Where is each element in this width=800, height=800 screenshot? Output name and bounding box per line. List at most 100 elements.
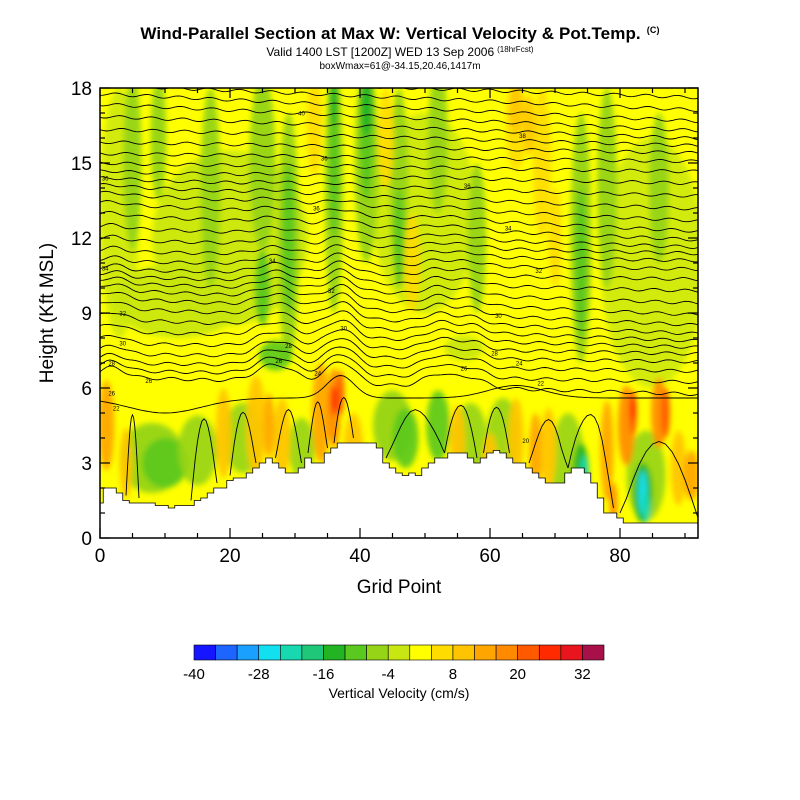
isentrope-label: 30 <box>119 342 126 348</box>
y-tick-label: 0 <box>81 529 92 550</box>
isentrope-line <box>100 361 698 396</box>
near-terrain-contour <box>125 413 140 499</box>
velocity-region <box>600 400 614 501</box>
near-terrain-contour <box>444 404 478 459</box>
y-tick-label: 6 <box>81 379 92 400</box>
isentrope-line <box>100 151 698 164</box>
velocity-region <box>336 370 345 416</box>
colorbar-swatch <box>387 644 411 661</box>
isentrope-label: 22 <box>113 407 120 413</box>
velocity-region <box>428 88 448 213</box>
isentrope-line <box>100 275 698 305</box>
isentrope-line <box>100 223 698 249</box>
velocity-region <box>642 493 650 523</box>
near-terrain-contour <box>385 409 445 459</box>
potential-temperature-contours <box>100 62 698 414</box>
velocity-region <box>392 408 419 468</box>
isentrope-line <box>100 234 698 256</box>
near-terrain-contour <box>307 401 328 454</box>
y-tick-label: 18 <box>71 79 92 100</box>
velocity-region <box>426 390 450 461</box>
colorbar-tick-label: -28 <box>248 666 270 683</box>
velocity-region <box>215 388 232 478</box>
isentrope-label: 20 <box>522 439 529 445</box>
velocity-region <box>178 415 217 486</box>
isentrope-label: 28 <box>108 362 115 368</box>
colorbar-swatch <box>517 644 540 661</box>
colorbar-swatch <box>474 644 497 661</box>
isentrope-label: 24 <box>516 362 523 368</box>
colorbar-swatch <box>431 644 454 661</box>
isentrope-line <box>100 283 698 316</box>
near-terrain-contour <box>567 413 614 509</box>
colorbar-swatch <box>538 644 562 661</box>
colorbar-swatch <box>366 644 389 661</box>
terrain-mask <box>100 442 698 538</box>
colorbar-swatch <box>344 644 367 661</box>
colorbar-swatch <box>495 644 518 661</box>
near-terrain-contour <box>333 396 354 444</box>
isentrope-label: 28 <box>491 352 498 358</box>
isentrope-line <box>100 244 698 263</box>
x-tick-label: 0 <box>95 546 106 567</box>
velocity-region <box>123 88 142 251</box>
velocity-region <box>360 88 373 136</box>
velocity-region <box>670 430 687 506</box>
isentrope-label: 28 <box>285 344 292 350</box>
velocity-region <box>282 163 295 313</box>
isentrope-label: 36 <box>102 177 109 183</box>
isentrope-line <box>100 169 698 185</box>
y-tick-label: 9 <box>81 304 92 325</box>
colorbar-swatch <box>215 644 238 661</box>
colorbar <box>193 644 605 661</box>
isentrope-label: 22 <box>537 382 544 388</box>
isentrope-line <box>100 375 698 414</box>
isentrope-label: 30 <box>495 314 502 320</box>
isentrope-line <box>100 69 698 86</box>
near-terrain-contour <box>528 418 569 469</box>
velocity-region <box>649 113 669 263</box>
isentrope-label: 34 <box>505 227 512 233</box>
isentrope-line <box>100 354 698 384</box>
velocity-region <box>249 88 276 251</box>
isentrope-label: 40 <box>298 112 305 118</box>
box-wmax-note: boxWmax=61@-34.15,20.46,1417m <box>319 61 481 72</box>
colorbar-swatch <box>301 644 324 661</box>
velocity-region <box>150 88 167 201</box>
isentrope-label: 32 <box>535 269 542 275</box>
colorbar-tick-label: 8 <box>449 666 457 683</box>
isentrope-line <box>100 183 698 211</box>
isentrope-label: 34 <box>102 267 109 273</box>
velocity-region <box>575 188 587 338</box>
y-tick-label: 3 <box>81 454 92 475</box>
isentrope-line <box>374 88 698 100</box>
forecast-hour-note: (18hrFcst) <box>497 45 534 54</box>
isentrope-line <box>100 210 698 242</box>
velocity-region <box>263 393 275 458</box>
x-tick-label: 20 <box>219 546 240 567</box>
isentrope-line <box>100 319 698 349</box>
velocity-region <box>142 438 188 488</box>
velocity-region <box>660 388 671 438</box>
colorbar-swatch <box>236 644 260 661</box>
velocity-region <box>330 385 338 416</box>
velocity-region <box>597 88 617 288</box>
isentrope-label: 38 <box>519 134 526 140</box>
colorbar-swatch <box>452 644 475 661</box>
velocity-region <box>523 95 535 156</box>
isentrope-line <box>100 127 698 147</box>
velocity-region <box>329 88 339 126</box>
isentrope-line <box>100 338 698 364</box>
y-tick-label: 12 <box>71 229 92 250</box>
near-terrain-contour <box>190 418 218 501</box>
x-tick-label: 40 <box>349 546 370 567</box>
isentrope-label: 26 <box>275 359 282 365</box>
colorbar-tick-label: 20 <box>509 666 526 683</box>
isentrope-line <box>100 200 698 233</box>
near-terrain-contour <box>229 411 257 476</box>
velocity-region <box>306 88 323 176</box>
isentrope-line <box>100 62 698 74</box>
velocity-region <box>509 88 523 133</box>
isentrope-line <box>100 310 698 343</box>
